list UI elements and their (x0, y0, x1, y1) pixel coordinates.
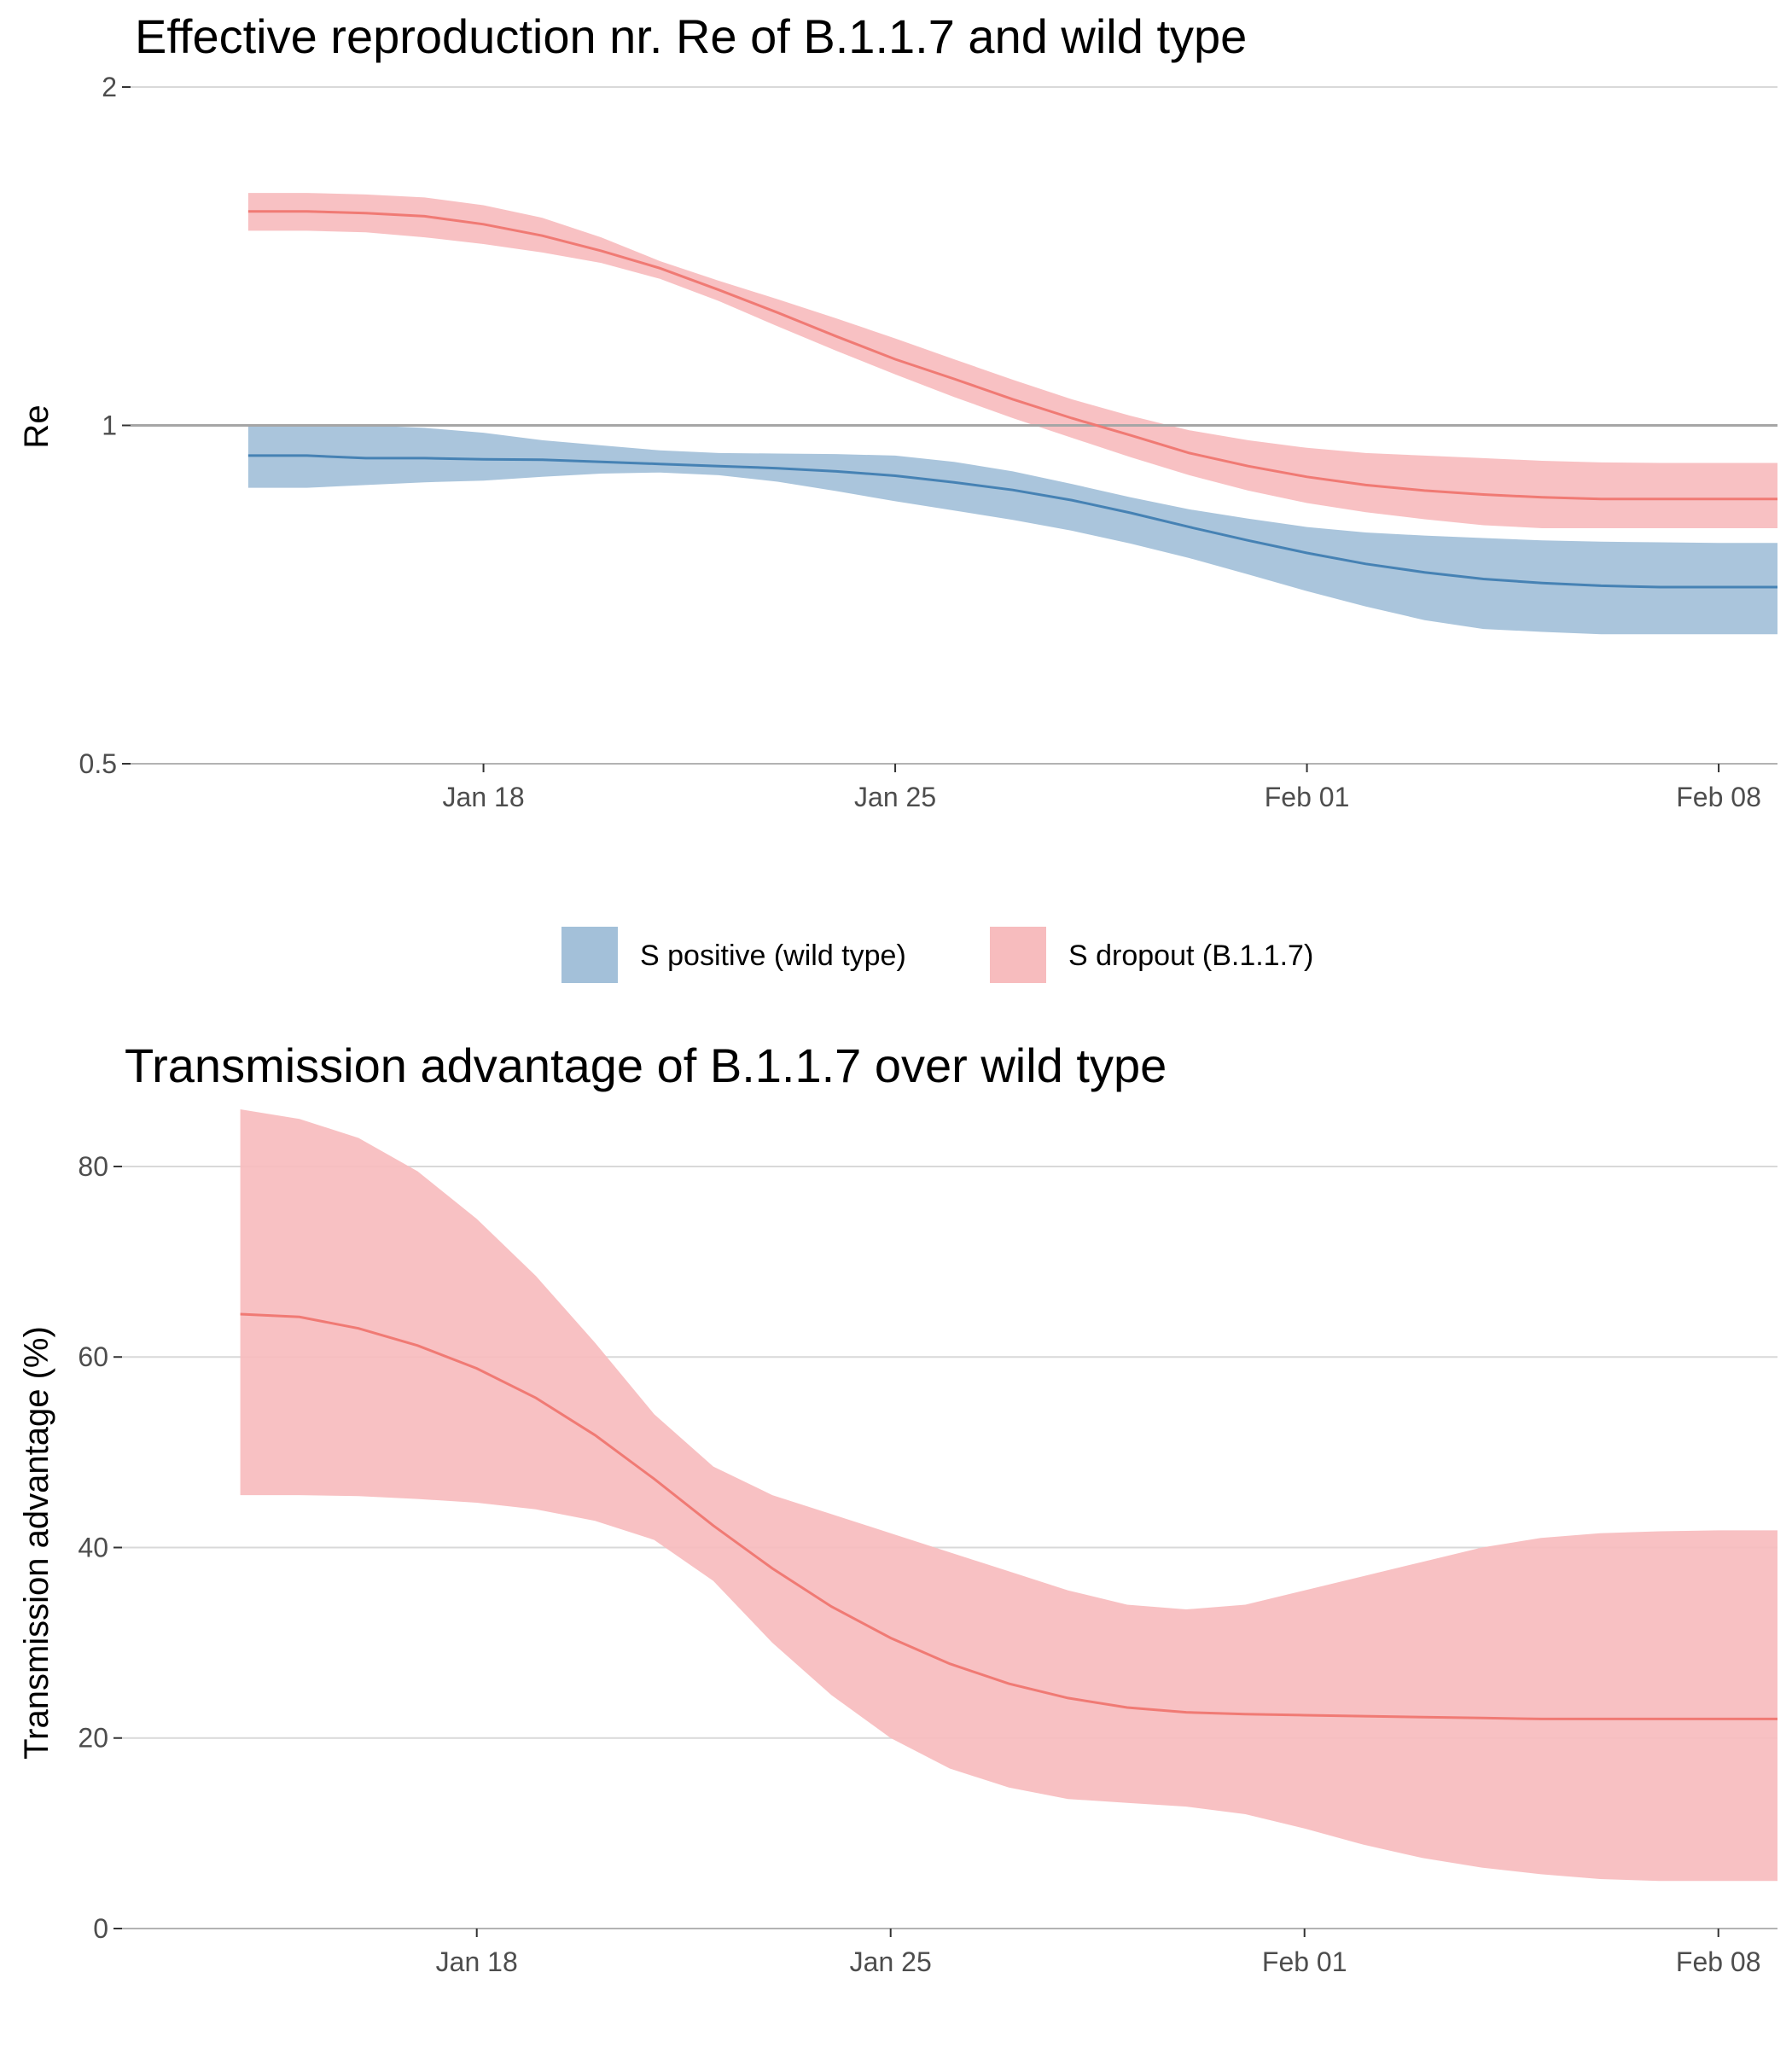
legend-item-s-dropout: S dropout (B.1.1.7) (990, 927, 1313, 983)
advantage-y-axis: 0 20 40 60 80 (78, 1151, 122, 1944)
x-tick-label-jan-18: Jan 18 (443, 782, 525, 812)
y-tick-label-0: 0 (93, 1913, 108, 1944)
x-tick-label-jan-25: Jan 25 (854, 782, 936, 812)
ribbon-s-dropout-b-1-1-7 (240, 1109, 1778, 1882)
mean-line-s-positive-wild-type (247, 454, 1777, 589)
legend-label-s-positive: S positive (wild type) (640, 940, 906, 972)
y-tick-label-80: 80 (78, 1151, 108, 1182)
x-tick-label-feb-08: Feb 08 (1676, 782, 1761, 812)
y-tick-label-60: 60 (78, 1341, 108, 1372)
re-mean-lines (247, 210, 1777, 589)
re-panel: Effective reproduction nr. Re of B.1.1.7… (18, 9, 1777, 812)
x-tick-label-feb-08: Feb 08 (1676, 1946, 1761, 1977)
ribbon-s-positive-wild-type (247, 425, 1777, 635)
y-tick-label-2: 2 (102, 72, 117, 102)
legend-label-s-dropout: S dropout (B.1.1.7) (1068, 940, 1313, 972)
legend-key-s-positive (561, 927, 618, 983)
advantage-chart-title: Transmission advantage of B.1.1.7 over w… (125, 1039, 1167, 1092)
re-chart-title: Effective reproduction nr. Re of B.1.1.7… (135, 9, 1247, 63)
legend: S positive (wild type) S dropout (B.1.1.… (561, 927, 1313, 983)
x-tick-label-feb-01: Feb 01 (1265, 782, 1350, 812)
advantage-mean-lines (240, 1312, 1777, 1720)
mean-line-s-dropout-b-1-1-7 (240, 1312, 1777, 1720)
advantage-ribbons (240, 1109, 1778, 1882)
x-tick-label-feb-01: Feb 01 (1262, 1946, 1347, 1977)
ribbon-s-dropout-b-1-1-7 (247, 193, 1777, 528)
advantage-panel: Transmission advantage of B.1.1.7 over w… (18, 1039, 1778, 1977)
y-tick-label-1: 1 (102, 410, 117, 441)
y-tick-label-40: 40 (78, 1532, 108, 1562)
advantage-y-axis-title: Transmission advantage (%) (18, 1326, 55, 1760)
mean-line-s-dropout-b-1-1-7 (247, 210, 1777, 501)
y-tick-label-20: 20 (78, 1723, 108, 1754)
re-x-axis: Jan 18 Jan 25 Feb 01 Feb 08 (131, 763, 1777, 812)
re-ribbons (247, 193, 1777, 635)
y-tick-label-0-5: 0.5 (79, 748, 117, 779)
legend-key-s-dropout (990, 927, 1046, 983)
legend-item-s-positive: S positive (wild type) (561, 927, 906, 983)
re-y-axis-title: Re (18, 404, 55, 448)
re-y-axis: 0.5 1 2 (79, 72, 131, 779)
x-tick-label-jan-18: Jan 18 (436, 1946, 518, 1977)
x-tick-label-jan-25: Jan 25 (850, 1946, 932, 1977)
advantage-x-axis: Jan 18 Jan 25 Feb 01 Feb 08 (122, 1928, 1777, 1977)
